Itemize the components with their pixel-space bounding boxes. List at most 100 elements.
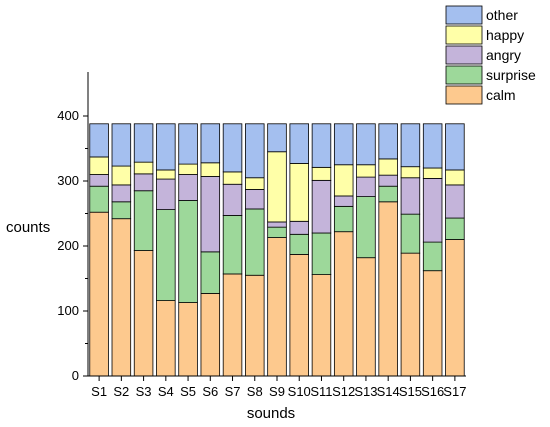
bar-segment-calm-s6: [200, 293, 221, 377]
bar-segment-angry-s10: [289, 220, 309, 235]
bar-segment-calm-s2: [111, 218, 132, 377]
bar-segment-other-s7: [222, 123, 243, 173]
x-tick-label: S9: [269, 384, 285, 399]
bar-segment-angry-s15: [400, 177, 421, 215]
bar-segment-surprise-s15: [400, 213, 421, 254]
bar-segment-angry-s12: [333, 195, 354, 207]
bar-segment-other-s17: [445, 123, 465, 171]
x-tick-label: S12: [332, 384, 355, 399]
legend-swatch-angry: [445, 45, 483, 65]
bar-segment-angry-s11: [311, 179, 332, 234]
bar-segment-calm-s7: [222, 273, 243, 377]
bar-segment-other-s2: [111, 123, 132, 167]
x-tick-label: S4: [158, 384, 174, 399]
x-tick-label: S14: [377, 384, 400, 399]
bar-segment-angry-s5: [178, 174, 198, 201]
bar-segment-calm-s10: [289, 254, 309, 377]
legend-swatch-surprise: [445, 65, 483, 85]
bar-segment-happy-s9: [267, 151, 287, 223]
bar-segment-happy-s11: [311, 166, 332, 181]
x-axis-label: sounds: [247, 405, 295, 422]
y-tick-label: 100: [57, 303, 79, 318]
bar-segment-calm-s9: [267, 237, 287, 377]
bar-segment-surprise-s3: [133, 190, 154, 251]
bar-segment-happy-s1: [89, 156, 109, 175]
y-ticks: 0 100 200 300 400: [57, 108, 88, 383]
bars-layer: [89, 123, 465, 377]
legend-label-surprise: surprise: [486, 67, 536, 83]
bar-segment-calm-s1: [89, 211, 109, 377]
x-tick-label: S5: [180, 384, 196, 399]
bar-segment-angry-s3: [133, 173, 154, 192]
x-tick-label: S7: [225, 384, 241, 399]
bar-segment-other-s16: [422, 123, 443, 169]
bar-segment-calm-s3: [133, 250, 154, 377]
bar-segment-calm-s8: [245, 274, 265, 377]
bar-segment-other-s10: [289, 123, 309, 164]
bar-segment-other-s14: [378, 123, 398, 160]
x-tick-label: S10: [288, 384, 311, 399]
bar-segment-happy-s15: [400, 166, 421, 179]
bar-segment-surprise-s12: [333, 205, 354, 233]
bar-segment-other-s3: [133, 123, 154, 163]
bar-segment-surprise-s8: [245, 208, 265, 276]
bar-segment-other-s8: [245, 123, 265, 179]
x-tick-label: S2: [113, 384, 129, 399]
x-tick-label: S17: [443, 384, 466, 399]
bar-segment-angry-s17: [445, 184, 465, 219]
bar-segment-calm-s13: [356, 257, 376, 377]
bar-segment-angry-s7: [222, 183, 243, 216]
bar-segment-happy-s6: [200, 162, 221, 177]
bar-segment-surprise-s1: [89, 185, 109, 213]
bar-segment-other-s13: [356, 123, 376, 166]
bar-segment-surprise-s4: [156, 209, 176, 302]
bar-segment-other-s15: [400, 123, 421, 168]
bar-segment-happy-s12: [333, 164, 354, 197]
legend-label-happy: happy: [486, 27, 524, 43]
y-tick-label: 400: [57, 108, 79, 123]
bar-segment-surprise-s14: [378, 185, 398, 203]
y-tick-label: 0: [72, 368, 79, 383]
legend-label-angry: angry: [486, 47, 521, 63]
bar-segment-surprise-s7: [222, 215, 243, 275]
bar-segment-calm-s5: [178, 302, 198, 377]
bar-segment-surprise-s10: [289, 233, 309, 255]
x-tick-label: S8: [247, 384, 263, 399]
bar-segment-calm-s17: [445, 239, 465, 377]
y-axis-label: counts: [6, 219, 50, 236]
y-tick-label: 300: [57, 173, 79, 188]
bar-segment-calm-s14: [378, 201, 398, 377]
bar-segment-other-s6: [200, 123, 221, 164]
bar-segment-happy-s13: [356, 164, 376, 178]
bar-segment-surprise-s13: [356, 196, 376, 259]
bar-segment-happy-s4: [156, 169, 176, 180]
bar-segment-surprise-s2: [111, 201, 132, 220]
bar-segment-happy-s2: [111, 165, 132, 186]
x-tick-label: S15: [399, 384, 422, 399]
bar-segment-calm-s11: [311, 274, 332, 377]
bar-segment-angry-s9: [267, 221, 287, 228]
x-tick-label: S13: [354, 384, 377, 399]
bar-segment-angry-s14: [378, 174, 398, 187]
bar-segment-happy-s16: [422, 167, 443, 179]
bar-segment-happy-s5: [178, 163, 198, 175]
bar-segment-happy-s7: [222, 171, 243, 185]
bar-segment-surprise-s16: [422, 241, 443, 272]
bar-segment-surprise-s9: [267, 226, 287, 238]
x-tick-label: S6: [202, 384, 218, 399]
bar-segment-angry-s1: [89, 174, 109, 187]
bar-segment-other-s9: [267, 123, 287, 153]
bar-segment-angry-s6: [200, 176, 221, 253]
bar-segment-happy-s8: [245, 177, 265, 190]
bar-segment-calm-s4: [156, 300, 176, 377]
bar-segment-other-s5: [178, 123, 198, 165]
x-tick-label: S16: [421, 384, 444, 399]
legend-swatch-happy: [445, 25, 483, 45]
bar-segment-happy-s3: [133, 161, 154, 175]
legend: other happy angry surprise calm: [445, 5, 536, 105]
bar-segment-other-s12: [333, 123, 354, 166]
legend-swatch-other: [445, 5, 483, 25]
bar-segment-other-s11: [311, 123, 332, 168]
bar-segment-surprise-s17: [445, 217, 465, 240]
